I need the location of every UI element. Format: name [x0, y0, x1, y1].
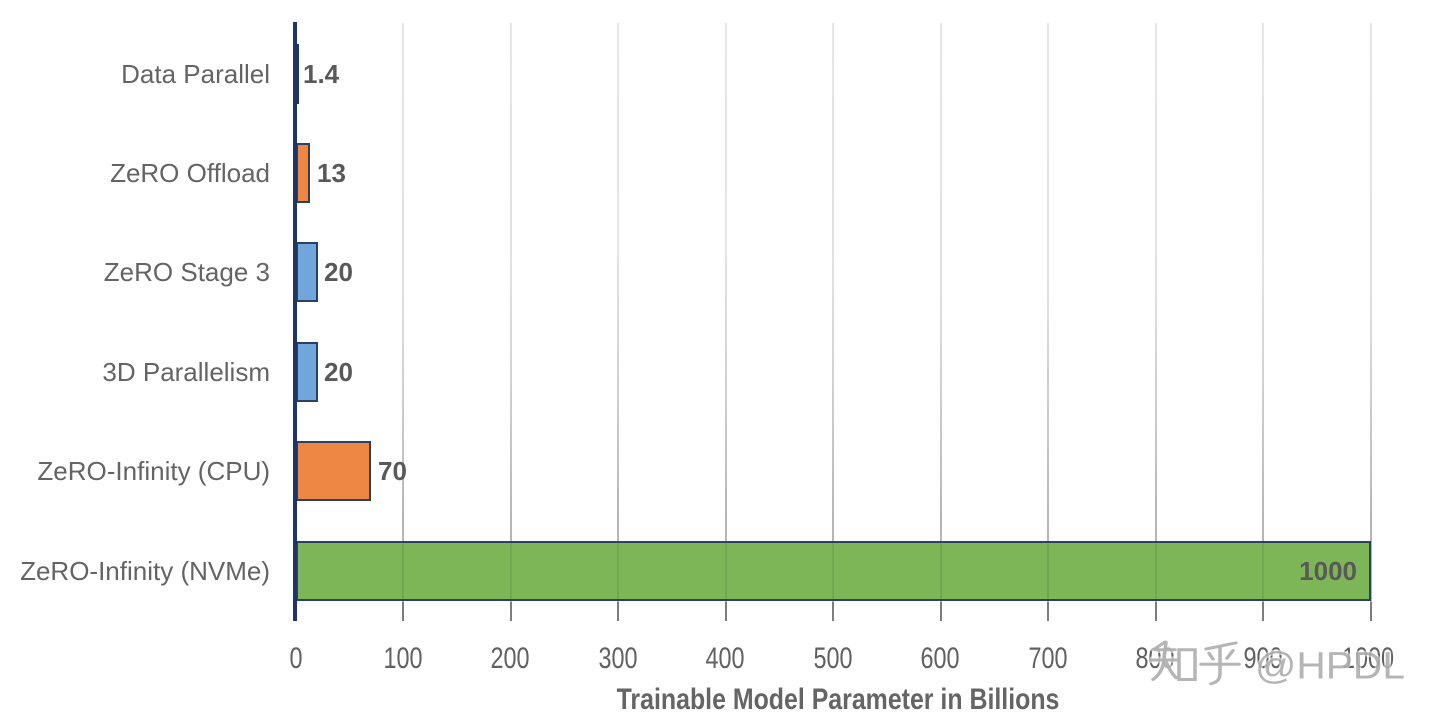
svg-text:@HPDL: @HPDL	[1255, 646, 1405, 688]
